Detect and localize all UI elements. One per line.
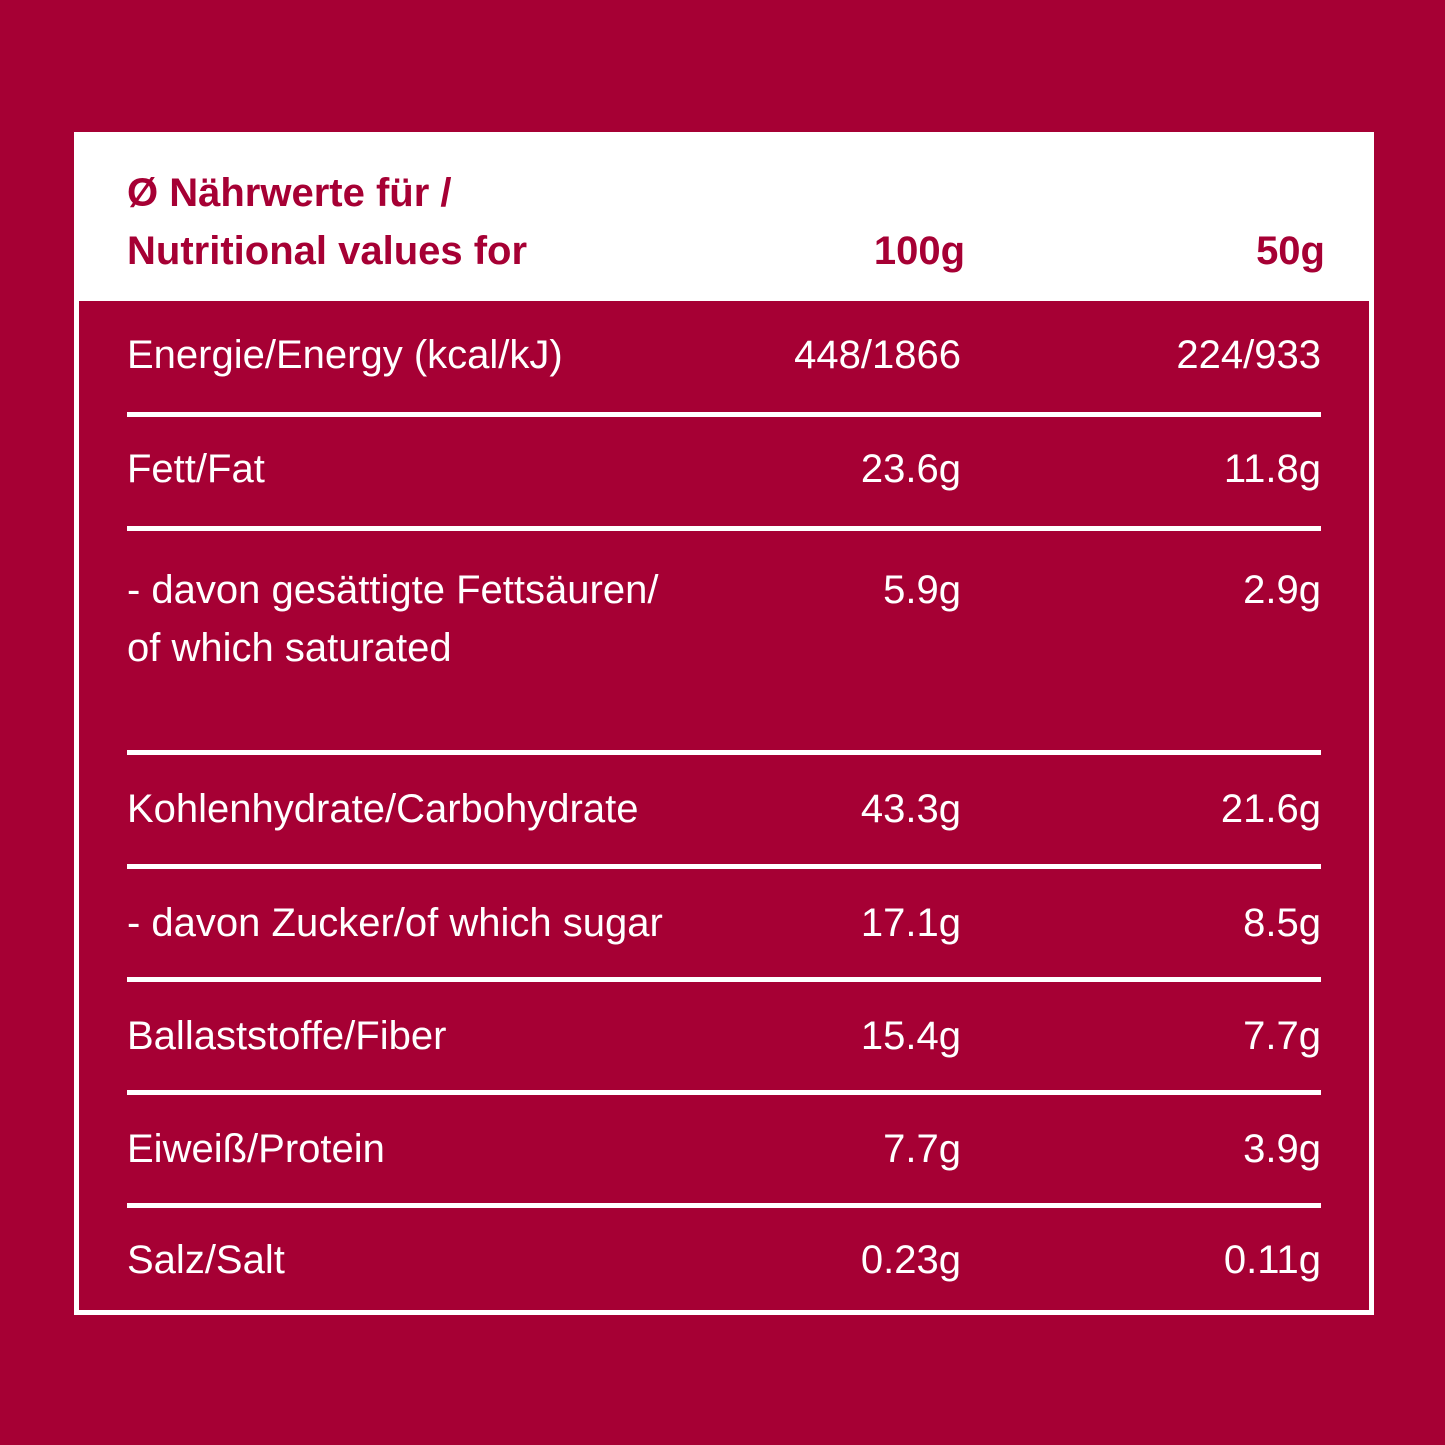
divider [127,750,1321,755]
row-label: Fett/Fat [127,447,265,491]
row-label-2: of which saturated [127,626,452,670]
value-50g: 0.11g [1223,1238,1321,1282]
value-50g: 8.5g [1243,901,1321,945]
divider [127,1090,1321,1095]
divider [127,1203,1321,1208]
value-50g: 3.9g [1243,1127,1321,1171]
value-100g: 17.1g [860,901,961,945]
header-col-50g: 50g [1256,229,1325,273]
header-title-en: Nutritional values for [127,229,528,273]
value-50g: 2.9g [1243,568,1321,612]
header-col-100g: 100g [873,229,965,273]
value-100g: 448/1866 [794,333,961,377]
divider [127,977,1321,982]
nutrition-table: Ø Nährwerte für / Nutritional values for… [74,132,1374,1315]
row-label: Energie/Energy (kcal/kJ) [127,333,563,377]
value-100g: 15.4g [860,1014,961,1058]
row-label: - davon gesättigte Fettsäuren/ [127,568,659,612]
value-100g: 0.23g [860,1238,961,1282]
row-label: - davon Zucker/of which sugar [127,901,663,945]
table-row: - davon gesättigte Fettsäuren/of which s… [127,561,1321,681]
value-50g: 224/933 [1176,333,1321,377]
header-title-de: Ø Nährwerte für / [127,171,452,215]
divider [127,526,1321,531]
value-100g: 23.6g [860,447,961,491]
row-label: Kohlenhydrate/Carbohydrate [127,787,639,831]
row-label: Eiweiß/Protein [127,1127,385,1171]
value-100g: 7.7g [883,1127,961,1171]
value-100g: 43.3g [860,787,961,831]
divider [127,412,1321,417]
divider [127,864,1321,869]
value-100g: 5.9g [883,568,961,612]
value-50g: 21.6g [1220,787,1321,831]
row-label: Ballaststoffe/Fiber [127,1014,447,1058]
table-header: Ø Nährwerte für / Nutritional values for… [79,137,1369,301]
value-50g: 11.8g [1223,447,1321,491]
row-label: Salz/Salt [127,1238,285,1282]
value-50g: 7.7g [1243,1014,1321,1058]
